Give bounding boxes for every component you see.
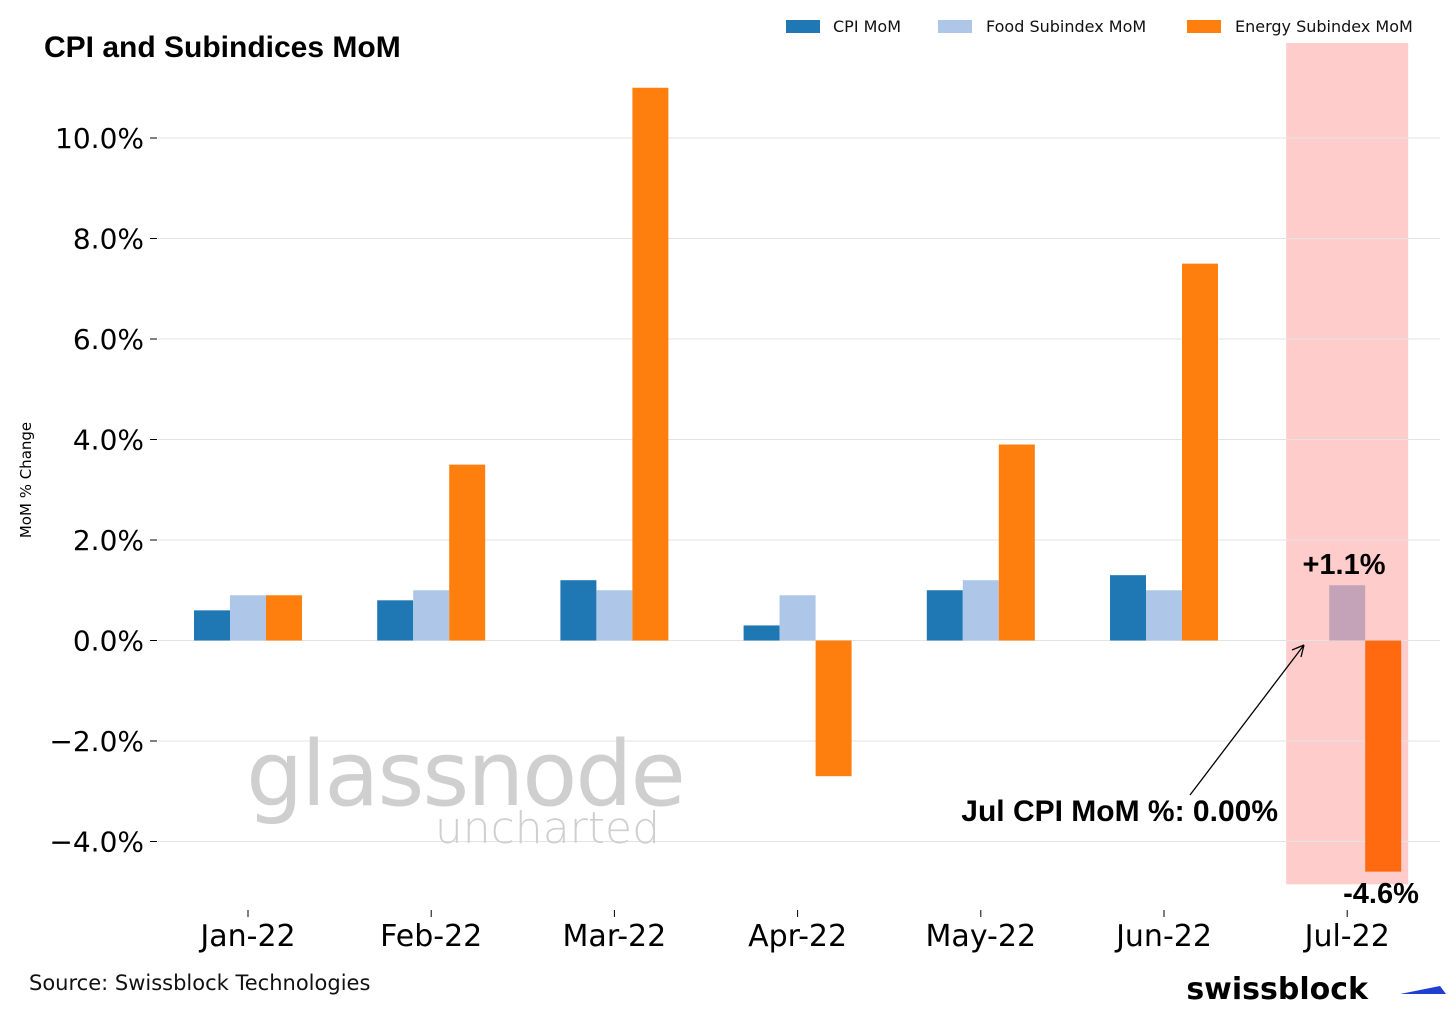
x-tick-label: Jul-22	[1303, 919, 1390, 954]
bar-food-subindex-mom-apr-22	[779, 595, 816, 641]
legend-swatch-energy	[1187, 20, 1221, 33]
bar-energy-subindex-mom-jun-22	[1182, 263, 1218, 641]
brand-name: swissblock	[1186, 972, 1369, 1007]
legend: CPI MoM Food Subindex MoM Energy Subinde…	[786, 17, 1413, 36]
bar-food-subindex-mom-jul-22	[1329, 585, 1366, 641]
legend-label-cpi: CPI MoM	[833, 17, 901, 36]
y-tick-label: 4.0%	[73, 424, 144, 457]
bar-food-subindex-mom-mar-22	[596, 590, 633, 641]
bar-cpi-mom-may-22	[926, 590, 963, 641]
food-jul-data-label: +1.1%	[1302, 549, 1385, 581]
bar-cpi-mom-jun-22	[1110, 575, 1146, 641]
bar-cpi-mom-mar-22	[560, 580, 597, 641]
watermark-main: glassnode	[246, 722, 684, 827]
bar-food-subindex-mom-jun-22	[1146, 590, 1182, 641]
bar-cpi-mom-jan-22	[194, 610, 230, 641]
annotation-arrow-line	[1189, 644, 1305, 796]
x-tick-label: Jan-22	[198, 919, 295, 954]
energy-jul-data-label: -4.6%	[1343, 878, 1419, 910]
watermark-sub: uncharted	[435, 803, 660, 854]
y-tick-label: 10.0%	[55, 122, 144, 155]
bars	[194, 87, 1402, 872]
x-tick-label: Jun-22	[1114, 919, 1212, 954]
bar-cpi-mom-feb-22	[377, 600, 414, 641]
bar-food-subindex-mom-may-22	[962, 580, 999, 641]
y-tick-label: 6.0%	[73, 323, 144, 356]
y-axis: −4.0% −2.0% 0.0% 2.0% 4.0% 6.0% 8.0% 10.0%	[49, 122, 157, 859]
x-axis: Jan-22 Feb-22 Mar-22 Apr-22 May-22 Jun-22 Jul-…	[198, 910, 1390, 954]
y-tick-label: −2.0%	[49, 725, 144, 758]
y-tick-label: −4.0%	[49, 826, 144, 859]
y-tick-label: 0.0%	[73, 625, 144, 658]
bar-energy-subindex-mom-may-22	[998, 444, 1035, 641]
y-axis-label: MoM % Change	[17, 422, 35, 538]
x-tick-label: May-22	[926, 919, 1037, 954]
bar-cpi-mom-apr-22	[743, 625, 780, 641]
bar-food-subindex-mom-jan-22	[230, 595, 266, 641]
legend-swatch-cpi	[786, 20, 820, 33]
bar-energy-subindex-mom-jan-22	[266, 595, 302, 641]
legend-swatch-food	[938, 20, 972, 33]
y-tick-label: 8.0%	[73, 223, 144, 256]
watermark: glassnode uncharted	[246, 722, 686, 854]
x-tick-label: Feb-22	[380, 919, 482, 954]
x-tick-label: Mar-22	[563, 919, 667, 954]
bar-energy-subindex-mom-apr-22	[815, 640, 852, 777]
brand-mark-icon	[1400, 986, 1446, 994]
bar-energy-subindex-mom-mar-22	[632, 87, 669, 641]
bar-food-subindex-mom-feb-22	[413, 590, 450, 641]
y-tick-label: 2.0%	[73, 524, 144, 557]
jul-cpi-annotation: Jul CPI MoM %: 0.00%	[961, 644, 1305, 828]
brand-logo: swissblock	[1186, 972, 1446, 1007]
x-tick-label: Apr-22	[748, 919, 847, 954]
legend-label-food: Food Subindex MoM	[986, 17, 1146, 36]
chart-title: CPI and Subindices MoM	[44, 31, 401, 64]
jul-cpi-annotation-text: Jul CPI MoM %: 0.00%	[961, 795, 1278, 828]
bar-energy-subindex-mom-feb-22	[449, 464, 486, 641]
bar-energy-subindex-mom-jul-22	[1365, 640, 1402, 872]
annotation-arrow-head	[1291, 644, 1305, 658]
legend-label-energy: Energy Subindex MoM	[1235, 17, 1413, 36]
source-note: Source: Swissblock Technologies	[29, 971, 370, 995]
